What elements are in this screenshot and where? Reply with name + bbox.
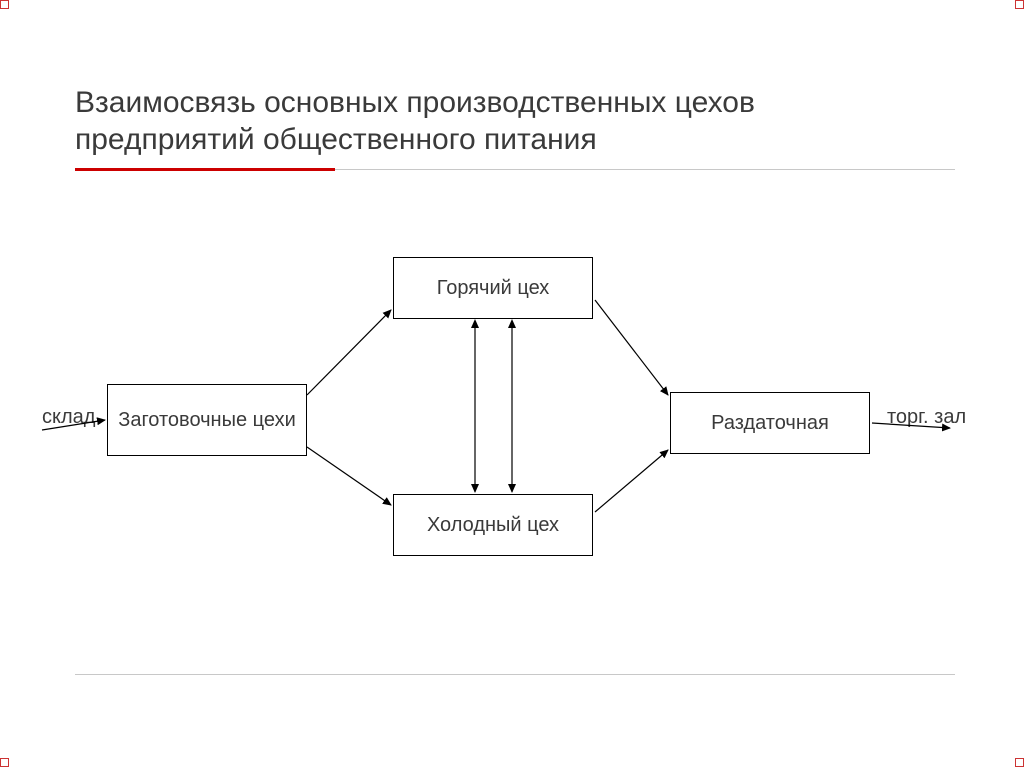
footer-rule xyxy=(75,674,955,675)
slide-canvas: Взаимосвязь основных производственных це… xyxy=(0,0,1024,767)
node-cold-workshop: Холодный цех xyxy=(393,494,593,556)
corner-marker-icon xyxy=(1015,758,1024,767)
corner-marker-icon xyxy=(1015,0,1024,9)
page-title: Взаимосвязь основных производственных це… xyxy=(75,85,895,158)
corner-marker-icon xyxy=(0,0,9,9)
label-warehouse: склад xyxy=(42,406,95,429)
node-serving: Раздаточная xyxy=(670,392,870,454)
node-prep-workshops: Заготовочные цехи xyxy=(107,384,307,456)
node-hot-workshop: Горячий цех xyxy=(393,257,593,319)
corner-marker-icon xyxy=(0,758,9,767)
label-hall: торг. зал xyxy=(887,406,966,429)
